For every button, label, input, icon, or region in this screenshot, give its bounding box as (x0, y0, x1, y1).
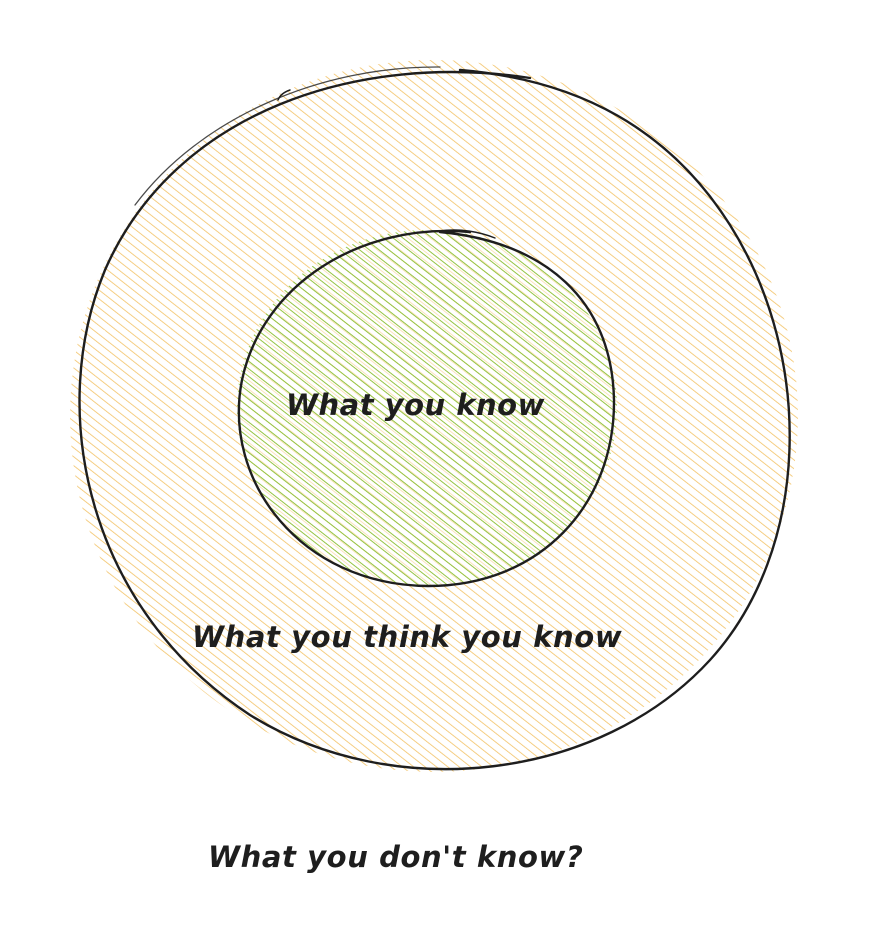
outer-circle (78, 66, 791, 771)
inner-circle-fill (237, 230, 617, 586)
middle-label: What you think you know (192, 620, 622, 654)
outer-label: What you don't know? (208, 840, 583, 874)
inner-circle (237, 229, 616, 588)
inner-label: What you know (286, 388, 545, 422)
